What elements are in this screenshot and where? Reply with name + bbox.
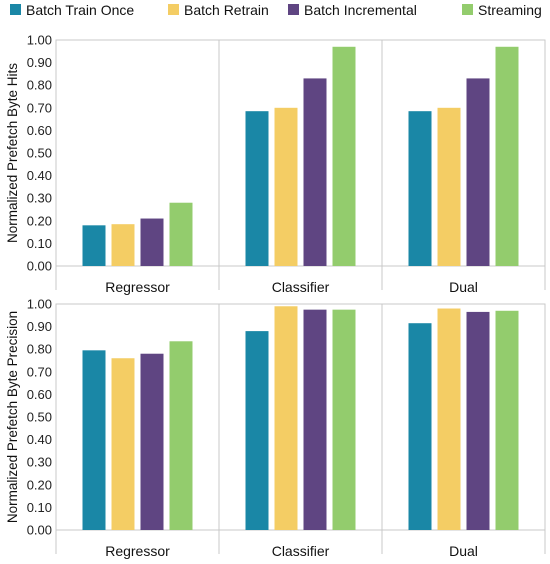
bar <box>82 350 106 530</box>
y-tick-label: 0.40 <box>27 432 52 447</box>
y-tick-label: 0.30 <box>27 191 52 206</box>
bar <box>332 309 356 530</box>
y-tick-label: 0.00 <box>27 259 52 274</box>
bar <box>466 311 490 530</box>
y-tick-label: 0.30 <box>27 455 52 470</box>
category-label: Regressor <box>105 279 170 295</box>
bar <box>245 111 269 266</box>
bar <box>332 46 356 266</box>
legend-label: Batch Incremental <box>304 2 417 18</box>
bar <box>274 306 298 530</box>
y-axis-label: Normalized Prefetch Byte Precision <box>5 311 20 523</box>
legend-label: Streaming <box>478 2 542 18</box>
bar <box>408 323 432 530</box>
legend-swatch <box>288 4 299 15</box>
legend-label: Batch Retrain <box>184 2 269 18</box>
bar <box>140 218 164 266</box>
y-tick-label: 0.20 <box>27 477 52 492</box>
legend: Batch Train Once Batch Retrain Batch Incre… <box>10 2 542 18</box>
y-tick-label: 0.90 <box>27 319 52 334</box>
y-tick-label: 0.00 <box>27 523 52 538</box>
bar <box>303 78 327 266</box>
category-label: Regressor <box>105 543 170 559</box>
bar <box>466 78 490 266</box>
y-tick-label: 0.50 <box>27 410 52 425</box>
y-tick-label: 0.80 <box>27 342 52 357</box>
y-axis-label: Normalized Prefetch Byte Hits <box>5 63 20 243</box>
legend-swatch <box>462 4 473 15</box>
y-tick-label: 0.90 <box>27 55 52 70</box>
y-tick-label: 0.50 <box>27 146 52 161</box>
bar <box>111 224 135 266</box>
plot-frame <box>55 303 546 531</box>
y-tick-label: 0.70 <box>27 100 52 115</box>
y-tick-label: 0.60 <box>27 123 52 138</box>
y-tick-label: 0.10 <box>27 236 52 251</box>
y-tick-label: 0.20 <box>27 213 52 228</box>
y-tick-label: 0.70 <box>27 364 52 379</box>
category-label: Classifier <box>272 279 330 295</box>
category-label: Dual <box>449 279 478 295</box>
bar <box>495 46 519 266</box>
y-tick-label: 1.00 <box>27 33 52 48</box>
bar <box>245 331 269 530</box>
legend-swatch <box>168 4 179 15</box>
bar <box>169 341 193 530</box>
legend-swatch <box>10 4 21 15</box>
bar <box>495 310 519 530</box>
category-label: Classifier <box>272 543 330 559</box>
bar <box>169 202 193 266</box>
bar <box>111 358 135 530</box>
bar <box>274 107 298 266</box>
y-tick-label: 0.60 <box>27 387 52 402</box>
y-tick-label: 0.10 <box>27 500 52 515</box>
panel-byte-precision: Normalized Prefetch Byte Precision 0.00 0.… <box>5 297 546 559</box>
bar <box>437 308 461 530</box>
bar <box>140 353 164 530</box>
plot-frame <box>55 39 546 267</box>
bar <box>437 107 461 266</box>
bar <box>303 309 327 530</box>
panel-byte-hits: Normalized Prefetch Byte Hits 0.00 0.10 0.2… <box>5 33 546 295</box>
bar <box>408 111 432 266</box>
legend-label: Batch Train Once <box>26 2 134 18</box>
y-tick-label: 0.80 <box>27 78 52 93</box>
bar <box>82 225 106 266</box>
y-tick-label: 1.00 <box>27 297 52 312</box>
y-tick-label: 0.40 <box>27 168 52 183</box>
category-label: Dual <box>449 543 478 559</box>
